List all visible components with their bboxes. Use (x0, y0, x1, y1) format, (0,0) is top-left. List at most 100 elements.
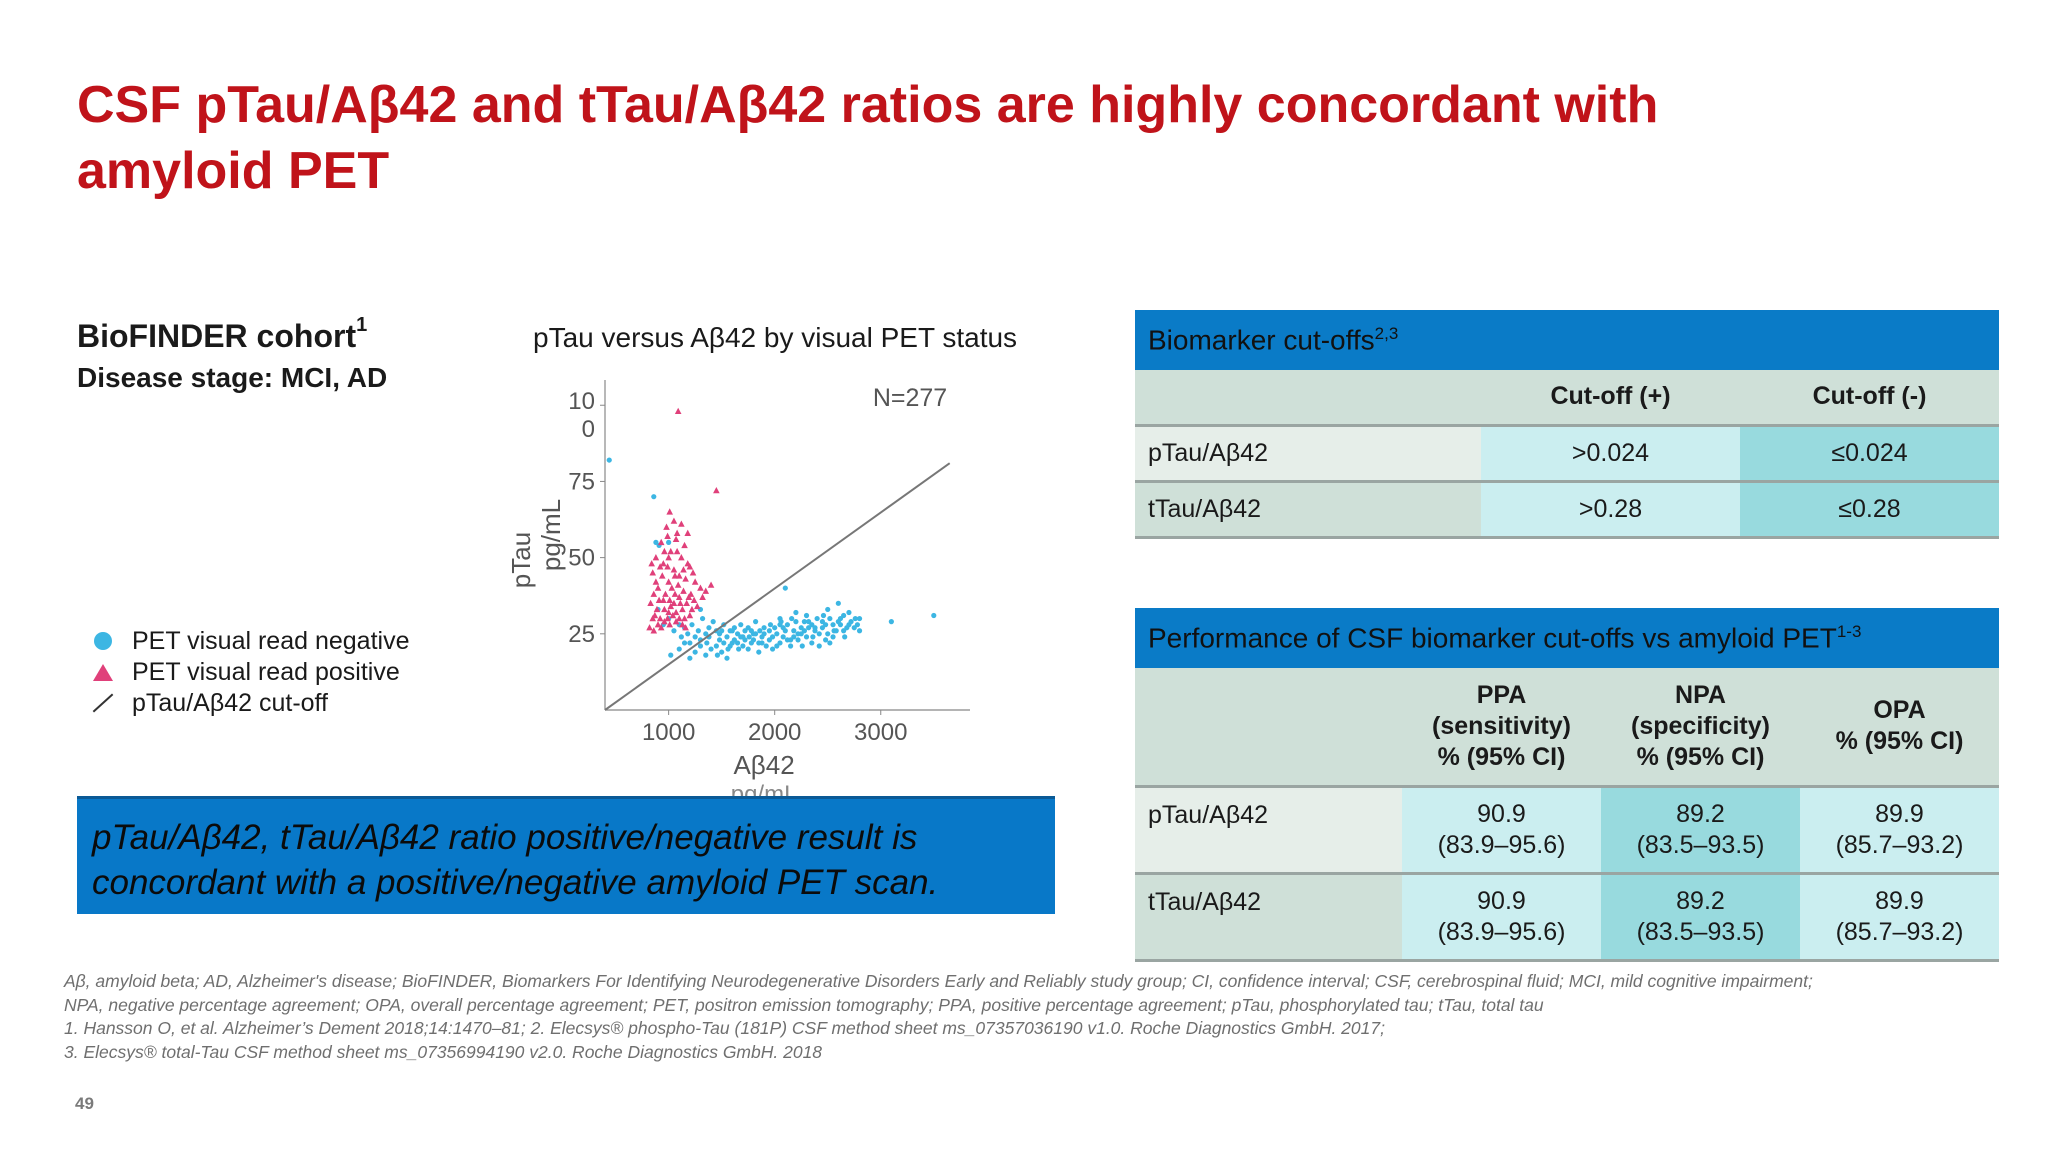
negative-data-point (716, 631, 723, 637)
legend-label: PET visual read positive (132, 657, 400, 686)
negative-data-point (721, 640, 727, 646)
cohort-name: BioFINDER cohort (77, 318, 357, 354)
positive-data-point (666, 621, 673, 628)
column-header-npa: NPA (specificity) % (95% CI) (1601, 668, 1800, 788)
row-label: pTau/Aβ42 (1135, 425, 1481, 483)
legend-item-negative: PET visual read negative (88, 626, 409, 656)
positive-data-point (693, 602, 701, 610)
positive-data-point (682, 575, 689, 582)
positive-data-point (678, 554, 685, 561)
opa-cell: 89.9 (85.7–93.2) (1800, 786, 1999, 875)
positive-data-point (684, 529, 692, 536)
negative-data-point (782, 585, 788, 591)
negative-data-point (784, 622, 791, 628)
y-axis-label: pTau (506, 532, 536, 588)
positive-data-point (660, 596, 667, 603)
row-label: pTau/Aβ42 (1135, 786, 1402, 875)
negative-data-point (769, 634, 776, 640)
chart-title: pTau versus Aβ42 by visual PET status (533, 322, 1018, 353)
x-axis-label: Aβ42 (733, 750, 794, 780)
negative-data-point (719, 649, 725, 655)
negative-data-point (827, 640, 833, 646)
y-axis-unit: pg/mL (536, 499, 566, 571)
positive-data-point (673, 547, 681, 555)
positive-data-point (671, 590, 679, 597)
negative-data-point (671, 628, 677, 634)
negative-data-point (774, 631, 780, 637)
negative-data-point (748, 640, 754, 646)
negative-data-point (759, 640, 765, 646)
negative-data-point (703, 652, 709, 658)
negative-data-point (742, 628, 748, 634)
positive-data-point (650, 590, 658, 597)
negative-data-point (740, 643, 746, 649)
negative-data-point (820, 612, 827, 619)
positive-data-point (665, 608, 672, 616)
negative-data-point (678, 634, 684, 640)
negative-data-point (837, 622, 844, 628)
negative-data-point (830, 622, 836, 628)
negative-data-point (738, 634, 744, 640)
negative-data-point (708, 646, 714, 652)
negative-data-point (784, 637, 791, 643)
positive-data-point (671, 572, 679, 579)
x-tick-label: 1000 (642, 719, 695, 746)
positive-data-point (661, 547, 668, 555)
positive-data-point (650, 627, 658, 634)
negative-data-point (848, 619, 854, 625)
slash-line-icon (88, 688, 118, 718)
negative-data-point (689, 622, 695, 628)
positive-data-point (690, 596, 698, 603)
negative-data-point (844, 625, 850, 631)
positive-data-point (683, 599, 690, 607)
y-tick-label: 25 (568, 621, 595, 648)
positive-data-point (647, 599, 654, 607)
conclusion-box: pTau/Aβ42, tTau/Aβ42 ratio positive/nega… (77, 796, 1055, 914)
positive-data-point (672, 535, 680, 543)
negative-data-point (692, 634, 698, 640)
negative-data-point (780, 625, 786, 631)
negative-data-point (806, 619, 812, 625)
positive-data-point (672, 608, 680, 616)
negative-data-point (676, 646, 682, 652)
reference-footnote: 1. Hansson O, et al. Alzheimer’s Dement … (64, 1018, 1385, 1038)
negative-data-point (769, 646, 776, 652)
x-tick-label: 3000 (854, 719, 907, 746)
cutoffs-column-header-empty (1135, 370, 1481, 427)
negative-data-point (681, 640, 688, 646)
negative-data-point (716, 637, 723, 643)
negative-data-point (731, 625, 737, 631)
negative-data-point (799, 643, 805, 649)
positive-data-point (669, 611, 677, 619)
negative-data-point (748, 628, 754, 634)
negative-data-point (823, 622, 829, 628)
negative-data-point (727, 628, 733, 634)
negative-data-point (842, 634, 848, 640)
legend-item-positive: PET visual read positive (88, 657, 400, 687)
positive-data-point (665, 578, 672, 585)
table-row: pTau/Aβ42 >0.024 ≤0.024 (1135, 425, 1999, 483)
negative-data-point (809, 640, 815, 646)
positive-data-point (648, 560, 655, 567)
negative-data-point (856, 628, 863, 634)
negative-data-point (685, 631, 691, 637)
y-tick-label: 50 (568, 545, 595, 572)
positive-data-point (689, 569, 697, 576)
column-header-opa: OPA % (95% CI) (1800, 668, 1999, 788)
reference-footnote: 3. Elecsys® total-Tau CSF method sheet m… (64, 1041, 823, 1062)
positive-data-point (652, 578, 660, 585)
positive-data-point (646, 624, 653, 631)
negative-data-point (606, 457, 612, 463)
negative-data-point (837, 615, 844, 622)
slide-title: CSF pTau/Aβ42 and tTau/Aβ42 ratios are h… (77, 76, 1659, 200)
positive-data-point (651, 611, 659, 619)
negative-data-point (687, 655, 693, 661)
performance-column-header-empty (1135, 668, 1402, 788)
negative-data-point (731, 637, 737, 643)
negative-data-point (695, 628, 701, 634)
negative-data-point (814, 615, 820, 622)
positive-data-point (673, 529, 681, 536)
positive-data-point (688, 605, 696, 613)
ppa-cell: 90.9 (83.9–95.6) (1402, 786, 1601, 875)
